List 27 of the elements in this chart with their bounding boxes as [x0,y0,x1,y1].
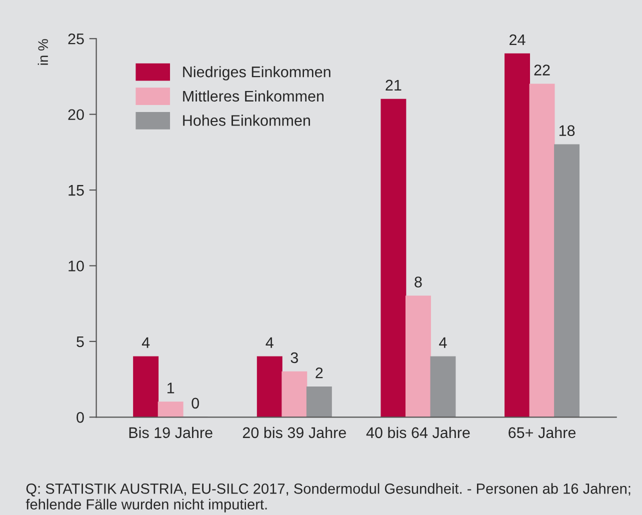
x-tick-label: 20 bis 39 Jahre [242,426,346,438]
legend-label: Mittleres Einkommen [183,90,324,102]
data-label: 8 [414,276,422,288]
data-label: 2 [316,367,323,378]
data-label: 3 [290,352,298,364]
x-tick-label: 65+ Jahre [508,426,576,438]
y-tick-label: 0 [76,412,84,423]
x-tick-label: Bis 19 Jahre [129,426,212,438]
data-label: 24 [510,34,526,46]
legend-label: Hohes Einkommen [183,114,310,126]
data-label: 18 [559,125,575,136]
y-tick-label: 20 [68,109,84,120]
y-axis-title: in % [38,39,48,65]
data-label: 1 [168,382,174,394]
data-label: 21 [386,80,402,90]
y-tick-label: 15 [68,185,84,196]
data-label: 4 [142,337,150,348]
y-tick-label: 25 [68,33,84,44]
x-tick-label: 40 bis 64 Jahre [366,426,470,438]
text: Q: STATISTIK AUSTRIA, EU-SILC 2017, Sondermodul Gesundheit. - Personen ab 16 Jahren; fehlende Fälle wurden nicht imputiert. [26,483,630,512]
data-label: 4 [266,337,274,348]
data-label: 4 [439,337,447,348]
y-tick-label: 5 [76,336,84,348]
data-label: 0 [192,398,200,409]
legend-label: Niedriges Einkommen [183,66,330,80]
data-label: 22 [534,64,550,76]
y-tick-label: 10 [68,260,84,272]
